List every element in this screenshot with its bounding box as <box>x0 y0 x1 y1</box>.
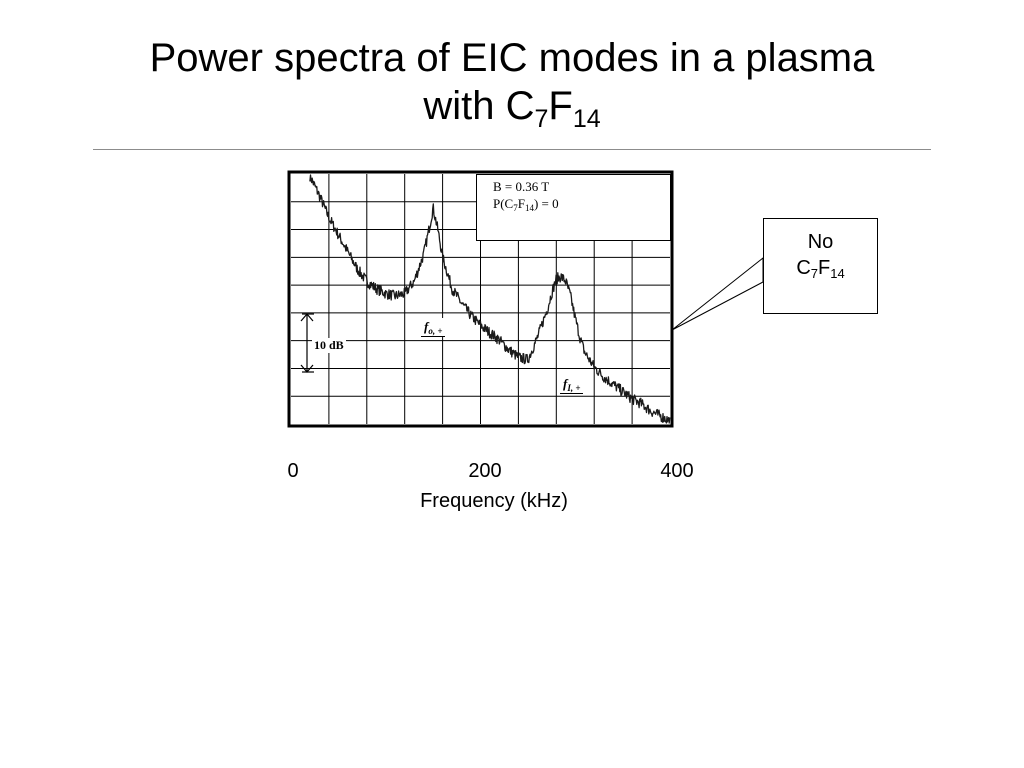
title-divider <box>93 149 931 150</box>
slide-title: Power spectra of EIC modes in a plasma w… <box>60 34 964 133</box>
callout-pointer <box>671 256 764 331</box>
x-tick-label: 200 <box>468 460 502 482</box>
scale-bar-label: 10 dB <box>312 338 346 353</box>
db-scale-bar <box>300 313 314 373</box>
title-line-2: with C7F14 <box>423 84 601 133</box>
peak-label-fo: fo, + <box>421 318 446 337</box>
x-tick-label: 0 <box>287 460 299 482</box>
chart-legend: B = 0.36 T P(C7F14) = 0 <box>476 174 671 241</box>
no-c7f14-callout: No C7F14 <box>763 218 878 314</box>
callout-line-2: C7F14 <box>796 257 845 281</box>
title-line-1: Power spectra of EIC modes in a plasma <box>149 36 875 80</box>
peak-label-fi: fI, + <box>560 375 584 394</box>
legend-line-pressure: P(C7F14) = 0 <box>493 196 559 213</box>
x-tick-label: 400 <box>660 460 694 482</box>
plot-frame <box>287 170 674 428</box>
x-axis-title: Frequency (kHz) <box>420 490 568 512</box>
spectrum-series-line <box>309 174 671 424</box>
legend-line-field: B = 0.36 T <box>493 179 550 194</box>
callout-line-1: No <box>807 231 834 253</box>
